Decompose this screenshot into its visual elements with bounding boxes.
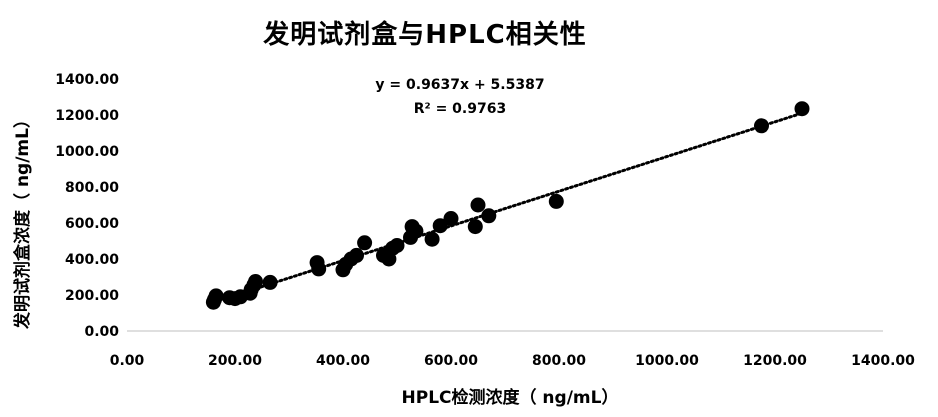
y-tick-label: 800.00 bbox=[65, 180, 119, 196]
data-point bbox=[248, 274, 263, 289]
x-tick-label: 400.00 bbox=[316, 353, 370, 369]
data-points bbox=[206, 101, 810, 310]
data-point bbox=[795, 101, 810, 116]
y-tick-label: 200.00 bbox=[65, 288, 119, 304]
trendline-group bbox=[213, 113, 802, 302]
y-tick-label: 0.00 bbox=[84, 324, 119, 340]
x-tick-label: 600.00 bbox=[424, 353, 478, 369]
x-tick-label: 1200.00 bbox=[743, 353, 807, 369]
data-point bbox=[481, 208, 496, 223]
y-tick-label: 1000.00 bbox=[55, 144, 119, 160]
x-tick-label: 200.00 bbox=[208, 353, 262, 369]
data-point bbox=[468, 219, 483, 234]
y-tick-label: 600.00 bbox=[65, 216, 119, 232]
data-point bbox=[390, 238, 405, 253]
y-tick-label: 1400.00 bbox=[55, 72, 119, 88]
x-tick-label: 1400.00 bbox=[851, 353, 915, 369]
data-point bbox=[263, 275, 278, 290]
y-tick-labels: 0.00 200.00 400.00 600.00 800.00 1000.00 1200.… bbox=[55, 72, 119, 340]
data-point bbox=[349, 248, 364, 263]
data-point bbox=[425, 232, 440, 247]
y-tick-label: 400.00 bbox=[65, 252, 119, 268]
x-tick-labels: 0.00 200.00 400.00 600.00 800.00 1000.00 1200.… bbox=[110, 353, 915, 369]
x-tick-label: 0.00 bbox=[110, 353, 145, 369]
x-axis-label: HPLC检测浓度（ ng/mL） bbox=[340, 383, 680, 408]
data-point bbox=[471, 198, 486, 213]
data-point bbox=[754, 118, 769, 133]
data-point bbox=[549, 194, 564, 209]
data-point bbox=[311, 261, 326, 276]
x-tick-label: 1000.00 bbox=[635, 353, 699, 369]
x-tick-label: 800.00 bbox=[532, 353, 586, 369]
data-point bbox=[444, 211, 459, 226]
trendline bbox=[213, 113, 802, 302]
data-point bbox=[357, 235, 372, 250]
y-tick-label: 1200.00 bbox=[55, 108, 119, 124]
r-squared-label: R² = 0.9763 bbox=[414, 101, 506, 117]
data-point bbox=[408, 224, 423, 239]
y-axis-label: 发明试剂盒浓度（ ng/mL） bbox=[8, 111, 33, 329]
trendline-equation: y = 0.9637x + 5.5387 bbox=[375, 77, 544, 93]
data-point bbox=[209, 288, 224, 303]
